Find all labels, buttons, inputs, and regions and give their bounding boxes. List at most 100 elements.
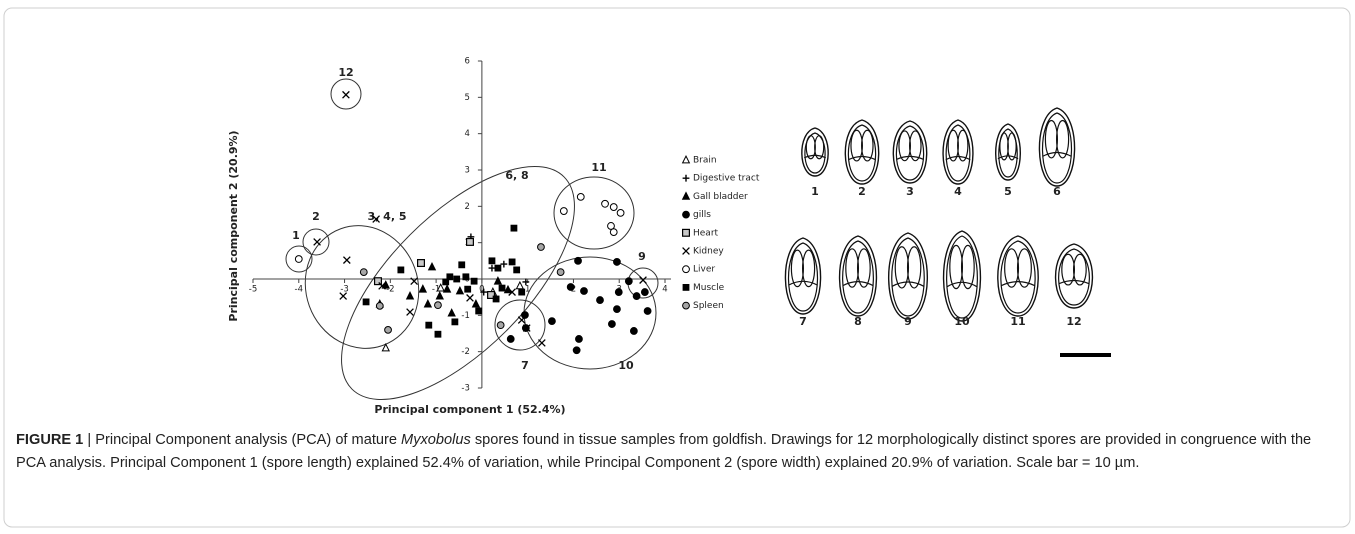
legend-label: Liver <box>693 265 715 275</box>
group-outlines <box>286 79 658 437</box>
point <box>633 293 640 300</box>
y-tick-label: 5 <box>464 93 469 103</box>
point <box>464 286 471 293</box>
point <box>451 318 458 325</box>
spore-label: 11 <box>1010 315 1025 328</box>
point <box>610 204 617 211</box>
y-tick-label: 2 <box>464 202 469 212</box>
point <box>602 200 609 207</box>
point <box>473 300 480 307</box>
legend-label: Heart <box>693 228 719 238</box>
point <box>549 318 556 325</box>
y-tick-label: -2 <box>461 347 469 357</box>
legend-label: Digestive tract <box>693 174 760 184</box>
x-tick-label: -3 <box>340 285 348 295</box>
caption-text: Principal Component analysis (PCA) of ma… <box>95 432 401 448</box>
legend-label: Brain <box>693 156 717 166</box>
spore-label: 7 <box>799 315 807 328</box>
point <box>458 261 465 268</box>
point <box>538 340 545 347</box>
page: 12 2 1 3, 4, 5 6, 8 11 9 7 10 Principal … <box>0 0 1355 534</box>
point <box>560 208 567 215</box>
point <box>448 309 455 316</box>
legend-label: Kidney <box>693 247 724 257</box>
point <box>625 278 632 285</box>
point <box>499 285 506 292</box>
point <box>567 284 574 291</box>
point <box>641 289 648 296</box>
scale-bar <box>1060 353 1111 357</box>
legend-label: gills <box>693 210 711 220</box>
spore-label: 10 <box>954 315 970 328</box>
group-label: 1 <box>292 229 300 242</box>
point <box>475 308 482 315</box>
y-axis-label: Principal component 2 (20.9%) <box>227 130 240 321</box>
point <box>444 285 451 292</box>
legend-marker <box>683 156 690 163</box>
point <box>363 298 370 305</box>
point <box>360 269 367 276</box>
point <box>493 296 500 303</box>
group-label: 2 <box>312 210 320 223</box>
spore-label: 2 <box>858 185 866 198</box>
legend-marker <box>683 248 690 255</box>
legend-marker <box>683 229 690 236</box>
point <box>509 259 516 266</box>
point <box>407 309 414 316</box>
point <box>467 294 474 301</box>
x-tick-label: -5 <box>249 285 257 295</box>
point <box>489 257 496 264</box>
spore-label: 9 <box>904 315 912 328</box>
point <box>435 331 442 338</box>
legend-marker <box>683 302 690 309</box>
point <box>581 288 588 295</box>
group-ellipse <box>288 210 436 365</box>
point <box>429 263 436 270</box>
point <box>489 265 496 272</box>
group-label: 9 <box>638 250 646 263</box>
point <box>630 328 637 335</box>
x-axis-label: Principal component 1 (52.4%) <box>374 403 565 416</box>
y-tick-label: 4 <box>464 129 469 139</box>
x-tick-label: -4 <box>295 285 303 295</box>
spore-label: 4 <box>954 185 962 198</box>
y-tick-label: 3 <box>464 166 469 176</box>
point <box>453 276 460 283</box>
legend-label: Gall bladder <box>693 192 748 202</box>
point <box>424 300 431 307</box>
caption-separator: | <box>87 432 91 448</box>
x-tick-label: 4 <box>662 285 667 295</box>
legend-marker <box>683 266 690 273</box>
y-tick-label: -1 <box>461 311 469 321</box>
point <box>615 289 622 296</box>
spore-label: 3 <box>906 185 914 198</box>
spore-label: 12 <box>1066 315 1081 328</box>
point <box>573 347 580 354</box>
point <box>538 244 545 251</box>
point <box>397 267 404 274</box>
x-tick-label: 1 <box>525 285 530 295</box>
group-label: 6, 8 <box>505 169 528 182</box>
caption: FIGURE 1 | Principal Component analysis … <box>16 429 1344 474</box>
point <box>495 265 502 272</box>
point <box>576 336 583 343</box>
point <box>467 239 474 246</box>
point <box>376 302 383 309</box>
point <box>577 193 584 200</box>
legend-label: Muscle <box>693 283 725 293</box>
group-circle <box>303 229 329 255</box>
point <box>557 269 564 276</box>
point <box>516 282 523 289</box>
legend-marker <box>683 193 690 200</box>
point <box>457 287 464 294</box>
point <box>614 306 621 313</box>
point <box>518 289 525 296</box>
point <box>505 286 512 293</box>
spore-label: 5 <box>1004 185 1012 198</box>
legend-marker <box>683 175 690 182</box>
caption-genus: Myxobolus <box>401 432 471 448</box>
point <box>644 308 651 315</box>
spore-label: 8 <box>854 315 862 328</box>
group-ellipse <box>304 129 612 437</box>
group-label: 7 <box>521 359 529 372</box>
